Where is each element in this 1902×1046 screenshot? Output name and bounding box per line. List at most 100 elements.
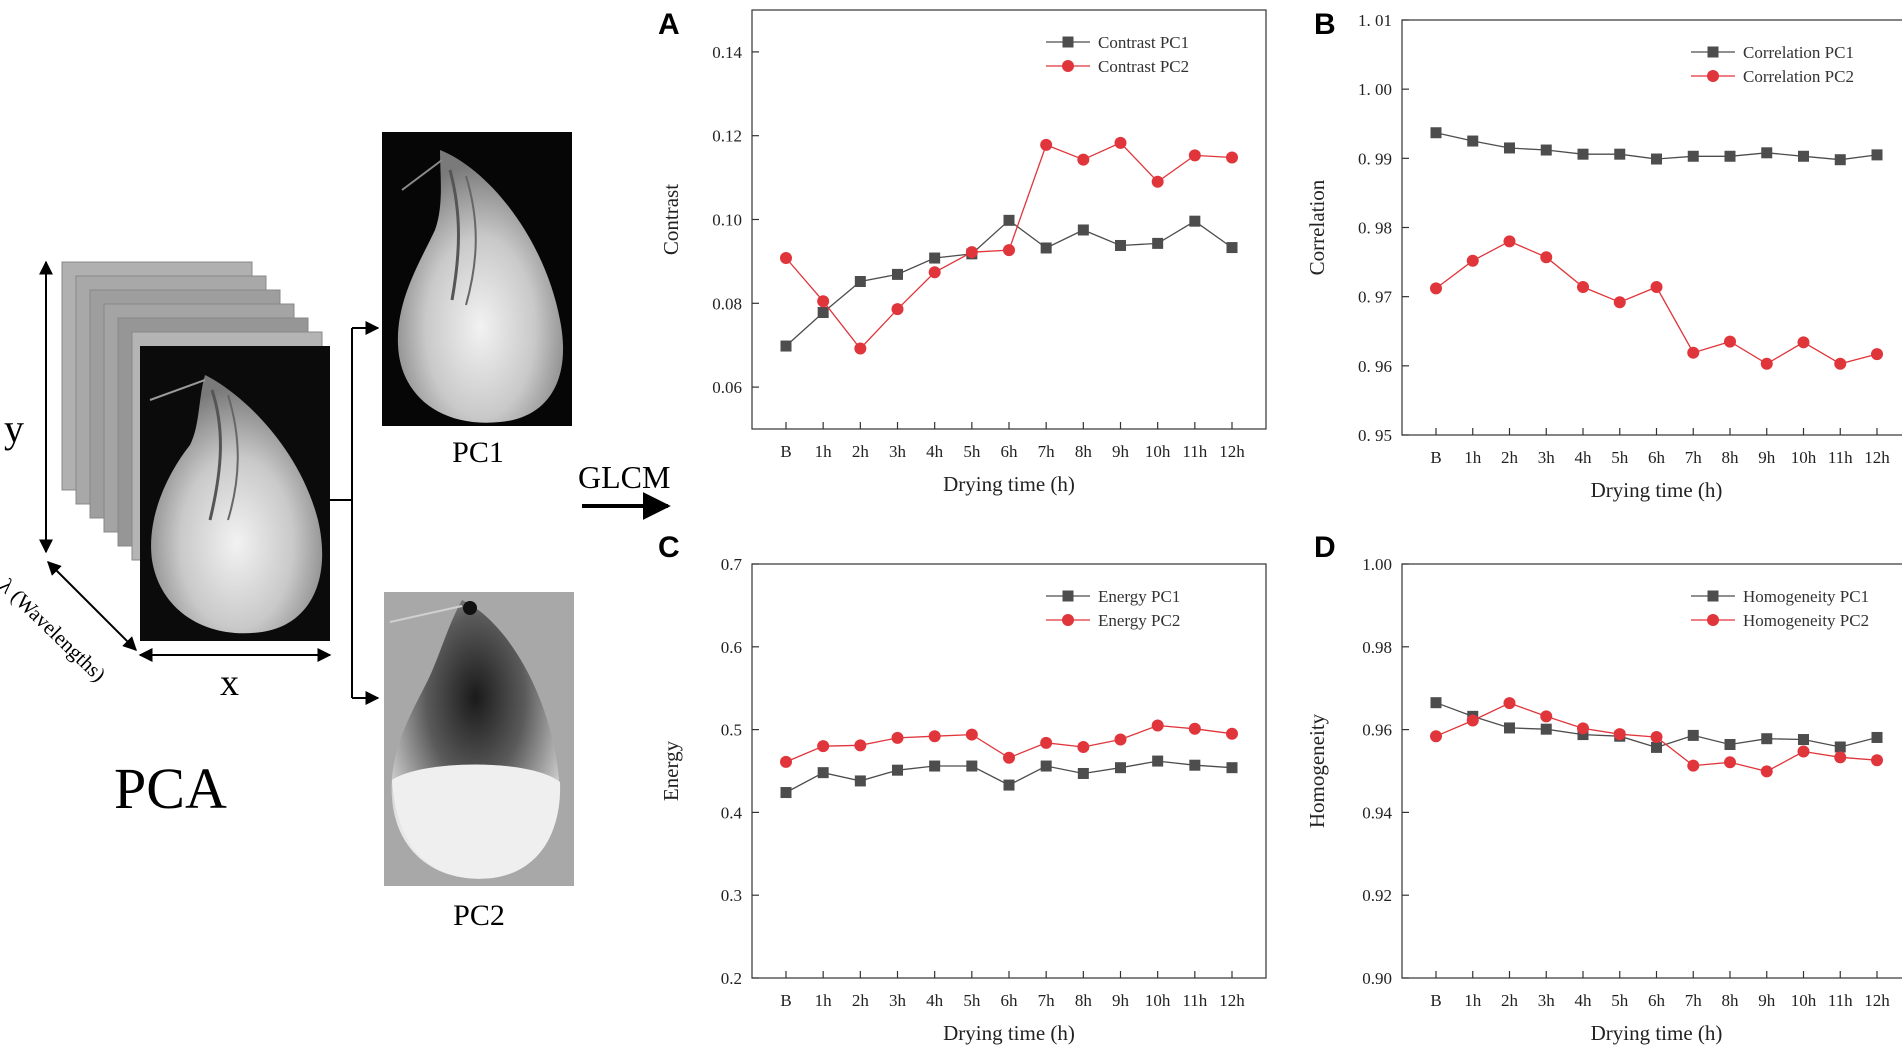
lambda-axis-label: λ (Wavelengths) (0, 574, 111, 687)
data-point-pc2 (1724, 756, 1736, 769)
data-point-pc2 (1003, 244, 1015, 257)
pc2-label: PC2 (453, 899, 505, 932)
legend-marker-circle (1062, 60, 1074, 72)
data-point-pc2 (1834, 357, 1847, 370)
chart-energy: C 0.2 0.3 0.4 0.5 0.6 0.7 B 1h 2h 3h 4h 5h 6h 7h 8h 9h 10… (658, 531, 1267, 1045)
x-tick-label: 8h (1075, 991, 1093, 1010)
data-point-pc1 (1687, 150, 1699, 162)
series-line-pc1 (785, 219, 1233, 347)
panel-letter: B (1314, 8, 1336, 41)
y-tick-label: 0.4 (721, 803, 743, 822)
data-point-pc2 (1114, 136, 1127, 149)
chart-homogeneity: D 0.90 0.92 0.94 0.96 0.98 1.00 B 1h 2h 3h 4h 5h 6h 7h… (1305, 531, 1902, 1045)
data-point-pc2 (1834, 751, 1847, 764)
data-point-pc1 (929, 252, 941, 264)
x-tick-label: 7h (1685, 448, 1703, 467)
data-point-pc1 (1003, 779, 1015, 791)
x-axis-label: Drying time (h) (943, 472, 1075, 496)
x-tick-label: 11h (1182, 442, 1207, 461)
x-axis-label: Drying time (h) (943, 1021, 1075, 1045)
data-point-pc1 (966, 760, 978, 772)
data-point-pc2 (1724, 335, 1736, 348)
data-point-pc1 (1577, 148, 1589, 160)
data-point-pc2 (1226, 727, 1238, 740)
y-axis-label: Contrast (659, 184, 683, 255)
data-point-pc2 (1540, 251, 1553, 264)
data-point-pc2 (965, 728, 978, 741)
data-point-pc1 (1040, 760, 1052, 772)
data-point-pc1 (929, 760, 941, 772)
x-tick-label: 6h (1648, 991, 1666, 1010)
pc2-image (384, 592, 574, 886)
y-tick-label: 0.08 (712, 294, 742, 313)
x-tick-label: 5h (1611, 991, 1629, 1010)
x-tick-label: 11h (1828, 448, 1853, 467)
x-tick-label: 8h (1722, 448, 1740, 467)
data-point-pc2 (928, 730, 941, 743)
data-point-pc1 (1651, 741, 1662, 753)
x-tick-label: 2h (852, 991, 870, 1010)
data-point-pc1 (1152, 755, 1164, 767)
data-point-pc2 (854, 739, 867, 752)
x-tick-label: 9h (1758, 448, 1776, 467)
data-point-pc1 (1871, 149, 1883, 161)
y-tick-label: 0.7 (721, 555, 743, 574)
data-point-pc2 (817, 740, 830, 753)
data-point-pc1 (1540, 144, 1552, 156)
legend-marker-square (1707, 590, 1719, 602)
data-point-pc1 (1077, 224, 1089, 236)
data-point-pc1 (1834, 154, 1846, 166)
data-point-pc2 (1188, 722, 1201, 735)
lambda-axis-arrow (47, 561, 137, 651)
data-point-pc1 (1003, 214, 1015, 226)
x-tick-label: 7h (1685, 991, 1703, 1010)
data-point-pc2 (1577, 280, 1589, 293)
legend-label: Contrast PC1 (1098, 33, 1189, 52)
data-point-pc1 (854, 775, 866, 787)
x-tick-label: 4h (926, 442, 944, 461)
data-point-pc2 (1540, 710, 1553, 723)
x-tick-label: 5h (963, 442, 981, 461)
x-tick-label: 1h (815, 991, 833, 1010)
data-point-pc2 (1760, 357, 1773, 370)
x-tick-label: 5h (963, 991, 981, 1010)
x-tick-label: 12h (1219, 991, 1245, 1010)
x-tick-label: 1h (1464, 448, 1482, 467)
data-point-pc1 (1189, 759, 1201, 771)
data-point-pc2 (1077, 740, 1090, 753)
x-tick-label: 12h (1864, 991, 1890, 1010)
y-tick-label: 0. 99 (1358, 149, 1392, 168)
legend-label: Correlation PC1 (1743, 43, 1854, 62)
y-tick-label: 0.06 (712, 378, 742, 397)
data-point-pc2 (1613, 296, 1626, 309)
x-tick-label: 7h (1038, 991, 1056, 1010)
data-point-pc2 (891, 731, 904, 744)
x-tick-label: B (780, 442, 791, 461)
y-tick-label: 0.3 (721, 886, 742, 905)
data-point-pc1 (1189, 215, 1201, 227)
data-point-pc1 (892, 764, 903, 776)
x-tick-label: 4h (1575, 448, 1593, 467)
pca-schematic: y x λ (Wavelengths) PCA PC1 PC2 (0, 132, 671, 932)
x-tick-label: 10h (1791, 991, 1817, 1010)
legend-label: Homogeneity PC1 (1743, 587, 1869, 606)
y-tick-label: 0. 98 (1358, 219, 1392, 238)
data-point-pc2 (1466, 714, 1479, 727)
data-point-pc1 (1152, 237, 1164, 249)
data-point-pc2 (1650, 280, 1663, 293)
data-point-pc2 (1151, 719, 1164, 732)
data-point-pc1 (817, 307, 829, 319)
x-tick-label: 6h (1001, 991, 1019, 1010)
series-line-pc2 (1435, 240, 1878, 365)
data-point-pc2 (928, 266, 941, 279)
data-point-pc1 (1724, 150, 1736, 162)
data-point-pc1 (780, 787, 792, 799)
data-point-pc2 (1797, 336, 1810, 349)
data-point-pc2 (1114, 733, 1127, 746)
x-tick-label: 12h (1219, 442, 1245, 461)
x-tick-label: 2h (852, 442, 870, 461)
x-tick-label: 4h (1575, 991, 1593, 1010)
legend-label: Homogeneity PC2 (1743, 611, 1869, 630)
x-tick-label: B (1430, 991, 1441, 1010)
x-tick-label: 3h (1538, 991, 1556, 1010)
